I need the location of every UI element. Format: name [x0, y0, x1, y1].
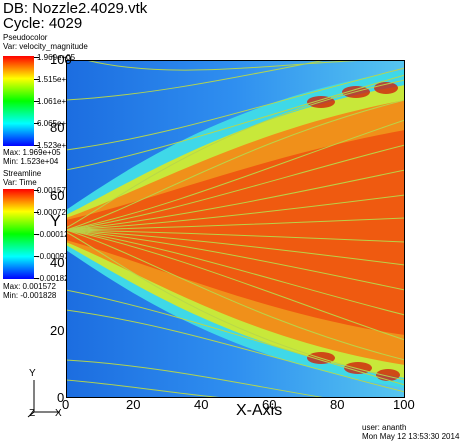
streamline-legend-variable: Var: Time — [3, 178, 37, 187]
timestamp-label: Mon May 12 13:53:30 2014 — [362, 432, 460, 441]
y-tick-label: 100 — [50, 52, 72, 67]
x-tick-label: 0 — [62, 397, 70, 412]
tick-mark — [34, 145, 39, 146]
plume-core — [66, 130, 405, 335]
pseudocolor-legend-variable: Var: velocity_magnitude — [3, 42, 88, 51]
x-tick-label: 40 — [194, 397, 209, 412]
streamline-tick-label: -0.0009777 — [37, 252, 78, 261]
user-label: user: ananth — [362, 423, 407, 432]
streamline-colorbar — [3, 189, 34, 279]
plot-frame — [66, 60, 405, 398]
streamline-max-label: Max: 0.001572 — [3, 282, 56, 291]
y-tick-label: 60 — [50, 188, 65, 203]
streamline-tick-label: -0.0001278 — [37, 230, 78, 239]
tick-mark — [34, 234, 39, 235]
x-axis-title: X-Axis — [236, 402, 283, 419]
pseudocolor-tick-label: 6.065e+04 — [37, 119, 76, 128]
triad-z-label: Z — [29, 408, 36, 419]
streamline-tick-label: 0.0007222 — [37, 208, 75, 217]
y-tick-label: 20 — [50, 323, 65, 338]
cycle-label: Cycle: 4029 — [3, 15, 83, 32]
streamline-tick-label: 0.001572 — [37, 186, 71, 195]
x-tick-label: 60 — [262, 397, 277, 412]
x-tick-label: 80 — [330, 397, 345, 412]
streamline-tick-label: -0.001828 — [37, 274, 74, 283]
streamline-min-label: Min: -0.001828 — [3, 291, 57, 300]
triad-x-label: X — [55, 408, 62, 419]
render-window[interactable] — [66, 60, 405, 398]
tick-mark — [34, 278, 39, 279]
database-label: DB: Nozzle2.4029.vtk — [3, 0, 148, 17]
y-tick-label: 0 — [57, 390, 65, 405]
y-tick-label: 80 — [50, 120, 65, 135]
pseudocolor-tick-label: 1.515e+05 — [37, 75, 76, 84]
streamline-legend-title: Streamline — [3, 169, 42, 178]
tick-mark — [34, 212, 39, 213]
pseudocolor-min-label: Min: 1.523e+04 — [3, 157, 59, 166]
tick-mark — [34, 123, 39, 124]
triad-y-label: Y — [29, 368, 36, 379]
x-tick-label: 100 — [393, 397, 415, 412]
tick-mark — [34, 190, 39, 191]
axis-triad: Y X Z — [20, 368, 62, 419]
y-axis-title: Y — [50, 213, 61, 230]
x-tick-label: 20 — [126, 397, 141, 412]
pseudocolor-legend-title: Pseudocolor — [3, 33, 48, 42]
tick-mark — [34, 101, 39, 102]
triad-axes-icon — [27, 380, 60, 418]
tick-mark — [34, 79, 39, 80]
pseudocolor-colorbar — [3, 56, 34, 146]
tick-mark — [34, 256, 39, 257]
pseudocolor-tick-label: 1.969e+05 — [37, 53, 76, 62]
pseudocolor-tick-label: 1.061e+05 — [37, 97, 76, 106]
pseudocolor-max-label: Max: 1.969e+05 — [3, 148, 61, 157]
y-tick-label: 40 — [50, 255, 65, 270]
streamlines — [66, 60, 405, 398]
pseudocolor-tick-label: 1.523e+04 — [37, 141, 76, 150]
tick-mark — [34, 57, 39, 58]
